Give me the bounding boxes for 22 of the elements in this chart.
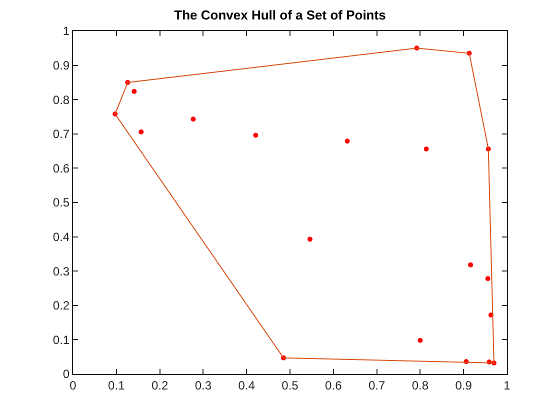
x-tick-label: 0.6 <box>325 378 342 392</box>
x-tick-label: 1 <box>504 378 511 392</box>
y-tick-label: 0.8 <box>52 92 70 107</box>
y-tick-label: 0.5 <box>52 196 70 210</box>
y-tick-label: 0 <box>62 367 70 382</box>
x-tick-label: 0.7 <box>368 378 386 392</box>
y-tick-label: 0.4 <box>52 230 70 244</box>
x-tick-label: 0.3 <box>194 378 212 392</box>
y-tick-label: 0.1 <box>52 332 70 347</box>
x-tick-label: 0.4 <box>238 378 256 392</box>
x-tick-label: 0.1 <box>108 378 126 392</box>
y-tick-label: 0.9 <box>52 58 70 72</box>
x-tick-label: 0.5 <box>282 378 299 392</box>
chart-title: The Convex Hull of a Set of Points <box>174 7 386 22</box>
y-tick-label: 0.7 <box>52 127 70 142</box>
x-tick-label: 0.8 <box>412 378 429 392</box>
x-tick-label: 0.9 <box>455 378 472 392</box>
y-tick-label: 0.3 <box>52 264 70 278</box>
y-tick-label: 1 <box>62 24 70 38</box>
x-tick-label: 0.2 <box>151 378 168 392</box>
y-tick-label: 0.2 <box>52 298 70 313</box>
y-tick-label: 0.6 <box>52 161 70 176</box>
